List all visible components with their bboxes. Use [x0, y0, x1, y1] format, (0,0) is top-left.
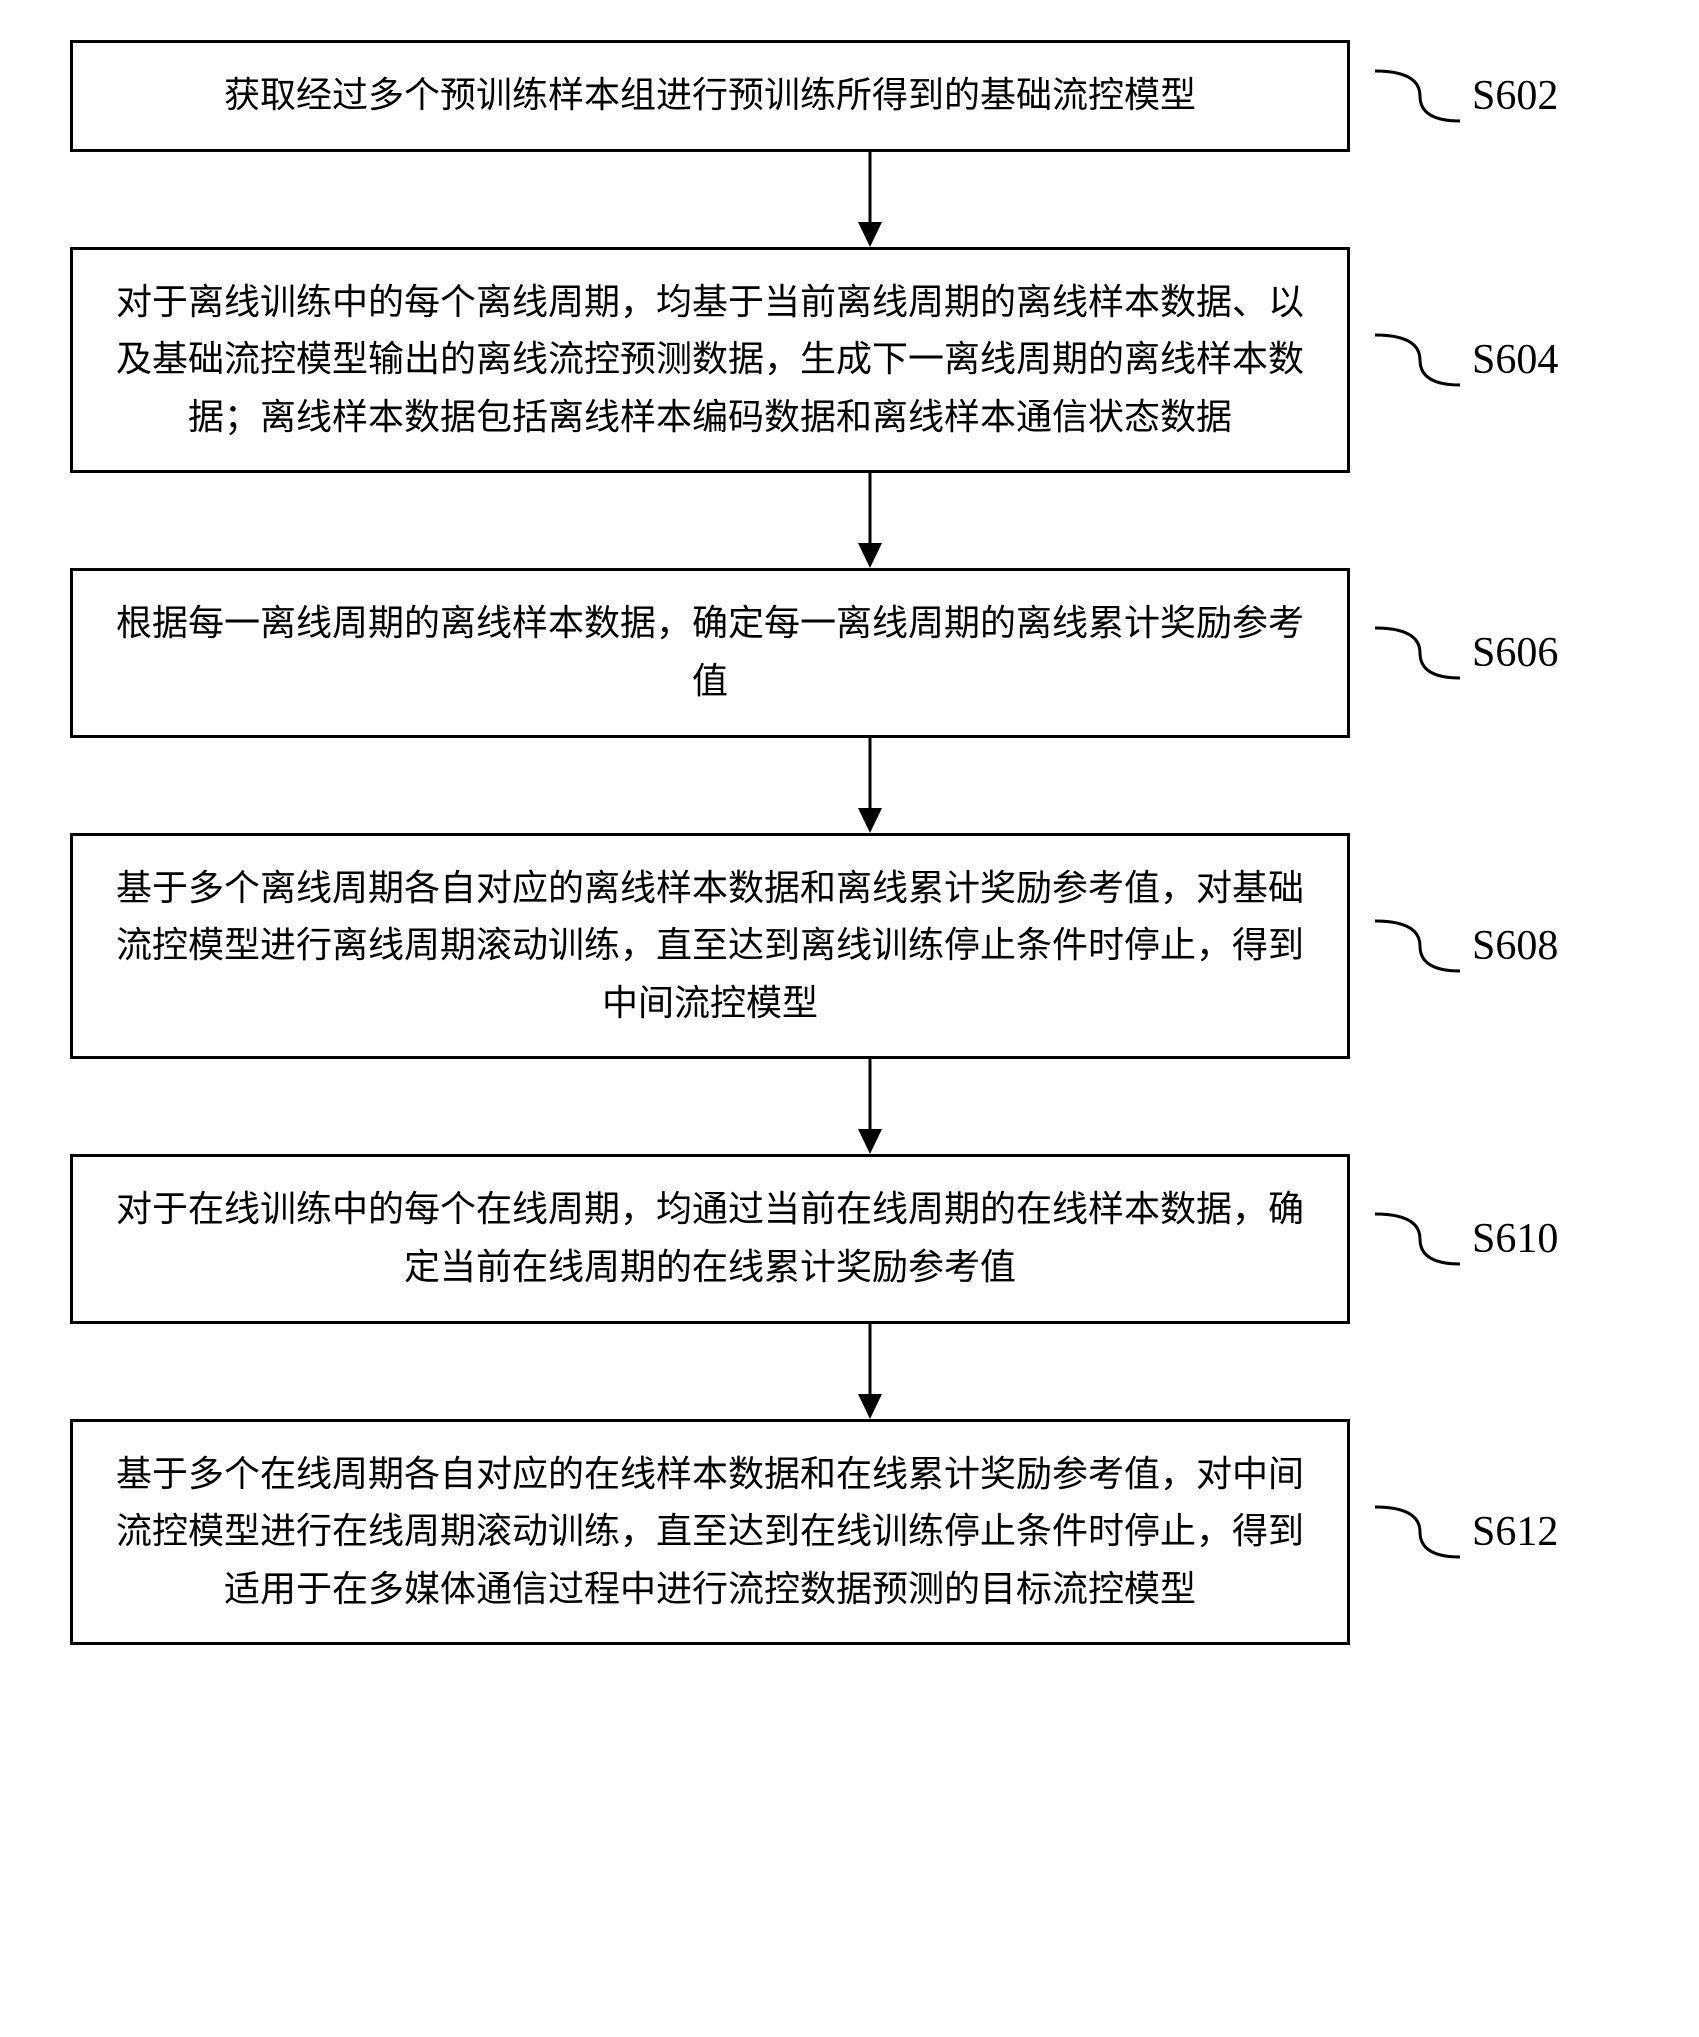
label-wrap: S606 — [1370, 618, 1558, 688]
brace-icon — [1370, 1497, 1460, 1567]
step-label: S604 — [1472, 336, 1558, 384]
step-label: S602 — [1472, 72, 1558, 120]
flowchart-container: 获取经过多个预训练样本组进行预训练所得到的基础流控模型 S602 对于离线训练中… — [30, 40, 1669, 1645]
flow-box: 基于多个离线周期各自对应的离线样本数据和离线累计奖励参考值，对基础流控模型进行离… — [70, 833, 1350, 1060]
arrow — [230, 1059, 1510, 1154]
flow-step: 对于离线训练中的每个离线周期，均基于当前离线周期的离线样本数据、以及基础流控模型… — [30, 247, 1669, 474]
flow-box: 获取经过多个预训练样本组进行预训练所得到的基础流控模型 — [70, 40, 1350, 152]
arrow — [230, 738, 1510, 833]
brace-icon — [1370, 1204, 1460, 1274]
flow-step: 基于多个离线周期各自对应的离线样本数据和离线累计奖励参考值，对基础流控模型进行离… — [30, 833, 1669, 1060]
arrow — [230, 473, 1510, 568]
flow-box-text: 根据每一离线周期的离线样本数据，确定每一离线周期的离线累计奖励参考值 — [109, 595, 1311, 710]
flow-box-text: 基于多个离线周期各自对应的离线样本数据和离线累计奖励参考值，对基础流控模型进行离… — [109, 860, 1311, 1033]
brace-icon — [1370, 61, 1460, 131]
flow-box-text: 对于在线训练中的每个在线周期，均通过当前在线周期的在线样本数据，确定当前在线周期… — [109, 1181, 1311, 1296]
flow-step: 对于在线训练中的每个在线周期，均通过当前在线周期的在线样本数据，确定当前在线周期… — [30, 1154, 1669, 1323]
flow-box-text: 获取经过多个预训练样本组进行预训练所得到的基础流控模型 — [224, 67, 1196, 125]
label-wrap: S604 — [1370, 325, 1558, 395]
flow-box-text: 对于离线训练中的每个离线周期，均基于当前离线周期的离线样本数据、以及基础流控模型… — [109, 274, 1311, 447]
brace-icon — [1370, 911, 1460, 981]
step-label: S606 — [1472, 629, 1558, 677]
step-label: S610 — [1472, 1215, 1558, 1263]
step-label: S612 — [1472, 1508, 1558, 1556]
flow-step: 获取经过多个预训练样本组进行预训练所得到的基础流控模型 S602 — [30, 40, 1669, 152]
arrow — [230, 152, 1510, 247]
flow-step: 根据每一离线周期的离线样本数据，确定每一离线周期的离线累计奖励参考值 S606 — [30, 568, 1669, 737]
flow-box: 对于在线训练中的每个在线周期，均通过当前在线周期的在线样本数据，确定当前在线周期… — [70, 1154, 1350, 1323]
label-wrap: S608 — [1370, 911, 1558, 981]
brace-icon — [1370, 325, 1460, 395]
flow-box: 对于离线训练中的每个离线周期，均基于当前离线周期的离线样本数据、以及基础流控模型… — [70, 247, 1350, 474]
brace-icon — [1370, 618, 1460, 688]
flow-box: 基于多个在线周期各自对应的在线样本数据和在线累计奖励参考值，对中间流控模型进行在… — [70, 1419, 1350, 1646]
label-wrap: S612 — [1370, 1497, 1558, 1567]
flow-step: 基于多个在线周期各自对应的在线样本数据和在线累计奖励参考值，对中间流控模型进行在… — [30, 1419, 1669, 1646]
arrow — [230, 1324, 1510, 1419]
flow-box-text: 基于多个在线周期各自对应的在线样本数据和在线累计奖励参考值，对中间流控模型进行在… — [109, 1446, 1311, 1619]
label-wrap: S610 — [1370, 1204, 1558, 1274]
label-wrap: S602 — [1370, 61, 1558, 131]
flow-box: 根据每一离线周期的离线样本数据，确定每一离线周期的离线累计奖励参考值 — [70, 568, 1350, 737]
step-label: S608 — [1472, 922, 1558, 970]
